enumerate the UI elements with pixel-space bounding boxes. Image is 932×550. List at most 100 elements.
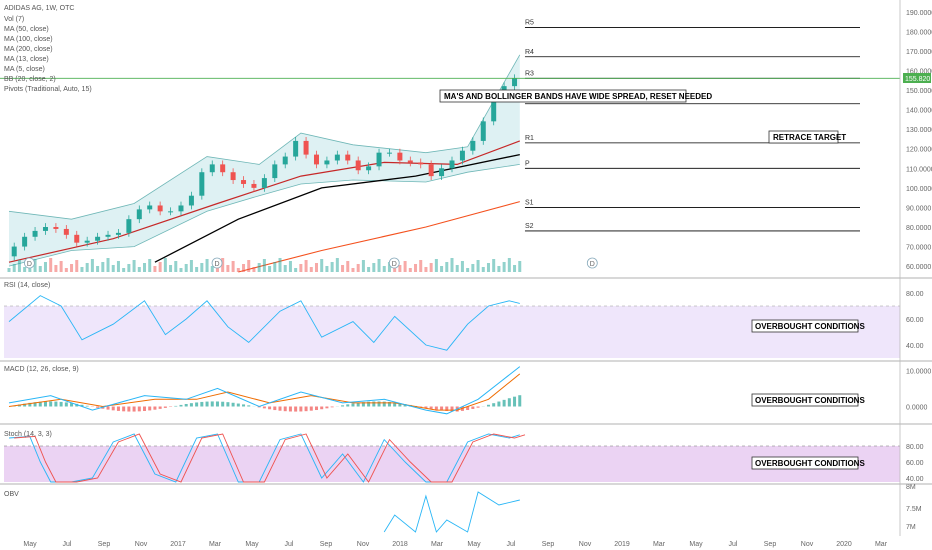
time-tick-label: Nov [357,541,370,548]
candle-body [74,234,80,243]
volume-bar [408,268,412,272]
volume-bar [163,258,167,272]
obv-panel[interactable]: 8M 7.5M 7M [383,484,922,533]
rsi-tick-label: 40.00 [906,343,924,350]
ma100-line [154,153,520,263]
volume-bar [460,261,464,272]
macd-histogram-bar [116,406,120,411]
volume-bar [143,263,147,272]
indicator-label-bb[interactable]: BB (20, close, 2) [4,76,56,83]
macd-histogram-bar [294,406,298,412]
time-tick-label: Jul [63,541,72,548]
volume-bar [189,260,193,272]
macd-panel[interactable]: 10.0000 0.0000 [8,366,931,415]
macd-histogram-bar [200,401,204,407]
indicator-label-ma200[interactable]: MA (200, close) [4,46,53,53]
bollinger-upper [8,54,521,220]
macd-histogram-bar [195,402,199,407]
indicator-label-ma5[interactable]: MA (5, close) [4,66,45,73]
time-tick-label: Sep [764,541,777,548]
volume-bar [341,265,345,272]
volume-bar [122,268,126,272]
volume-bar [320,259,324,272]
volume-bar [288,261,292,272]
candle-body [272,164,278,179]
price-tick-label: 110.0000 [906,166,932,173]
volume-bar [38,266,42,272]
volume-bar [96,266,100,272]
macd-histogram-bar [174,405,178,407]
candle-body [178,205,184,212]
macd-line [8,366,521,415]
candle-body [220,164,226,173]
annotation-overbought-stoch-text: OVERBOUGHT CONDITIONS [755,459,865,468]
price-tick-label: 70.0000 [906,245,931,252]
macd-histogram-bar [330,406,334,408]
rsi-tick-label: 80.00 [906,291,924,298]
bollinger-band-fill [9,54,520,267]
indicator-label-ma13[interactable]: MA (13, close) [4,56,49,63]
macd-histogram-bar [268,406,272,410]
stoch-title[interactable]: Stoch (14, 3, 3) [4,431,52,438]
indicator-label-pivots[interactable]: Pivots (Traditional, Auto, 15) [4,86,92,93]
time-tick-label: Nov [579,541,592,548]
rsi-line [8,295,520,351]
candle-body [157,205,163,212]
annotation-overbought-macd-text: OVERBOUGHT CONDITIONS [755,396,865,405]
stoch-panel[interactable]: 80.00 60.00 40.00 [4,433,924,483]
annotation-retrace-text: RETRACE TARGET [773,133,846,142]
price-tick-label: 160.0000 [906,68,932,75]
indicator-label-ma50[interactable]: MA (50, close) [4,26,49,33]
volume-bar [101,262,105,272]
volume-bar [148,259,152,272]
volume-bar [466,268,470,272]
price-tick-label: 60.0000 [906,264,931,271]
macd-histogram-bar [137,406,141,412]
rsi-panel[interactable]: 80.00 60.00 40.00 [4,291,924,358]
price-tick-label: 130.0000 [906,127,932,134]
volume-bar [247,260,251,272]
time-tick-label: May [689,541,703,548]
time-tick-label: Jul [729,541,738,548]
stoch-tick-label: 40.00 [906,476,924,483]
macd-histogram-bar [49,401,53,407]
volume-bar [17,260,21,272]
macd-histogram-bar [231,402,235,407]
macd-histogram-bar [429,406,433,409]
rsi-title[interactable]: RSI (14, close) [4,282,50,289]
volume-bar [335,258,339,272]
volume-bar [12,264,16,272]
time-tick-label: May [23,541,37,548]
dividend-marker [388,257,400,269]
macd-histogram-bar [106,406,110,410]
macd-histogram-bar [38,401,42,407]
macd-histogram-bar [325,406,329,409]
volume-bar [492,259,496,272]
candle-body [209,164,215,173]
price-panel[interactable]: 190.0000 180.0000 170.0000 160.0000 150.0000… [0,10,932,273]
stoch-band [4,446,900,482]
candle-body [293,140,299,157]
volume-bar [174,261,178,272]
stoch-tick-label: 60.00 [906,460,924,467]
indicator-label-vol[interactable]: Vol (7) [4,16,24,23]
obv-title[interactable]: OBV [4,491,19,498]
macd-title[interactable]: MACD (12, 26, close, 9) [4,366,79,373]
volume-bar [54,265,58,272]
candle-body [147,205,153,210]
macd-histogram-bar [247,405,251,407]
candle-body [282,156,288,165]
macd-histogram-bar [148,406,152,411]
volume-bar [382,266,386,272]
dividend-marker-label: D [215,261,220,268]
candle-body [105,234,111,237]
volume-bar [252,267,256,272]
macd-histogram-bar [221,401,225,407]
macd-histogram-bar [346,404,350,407]
candle-body [126,219,132,233]
indicator-label-ma100[interactable]: MA (100, close) [4,36,53,43]
macd-histogram-bar [393,402,397,407]
dividend-marker-label: D [590,261,595,268]
volume-bar [137,267,141,272]
time-tick-label: Jul [507,541,516,548]
